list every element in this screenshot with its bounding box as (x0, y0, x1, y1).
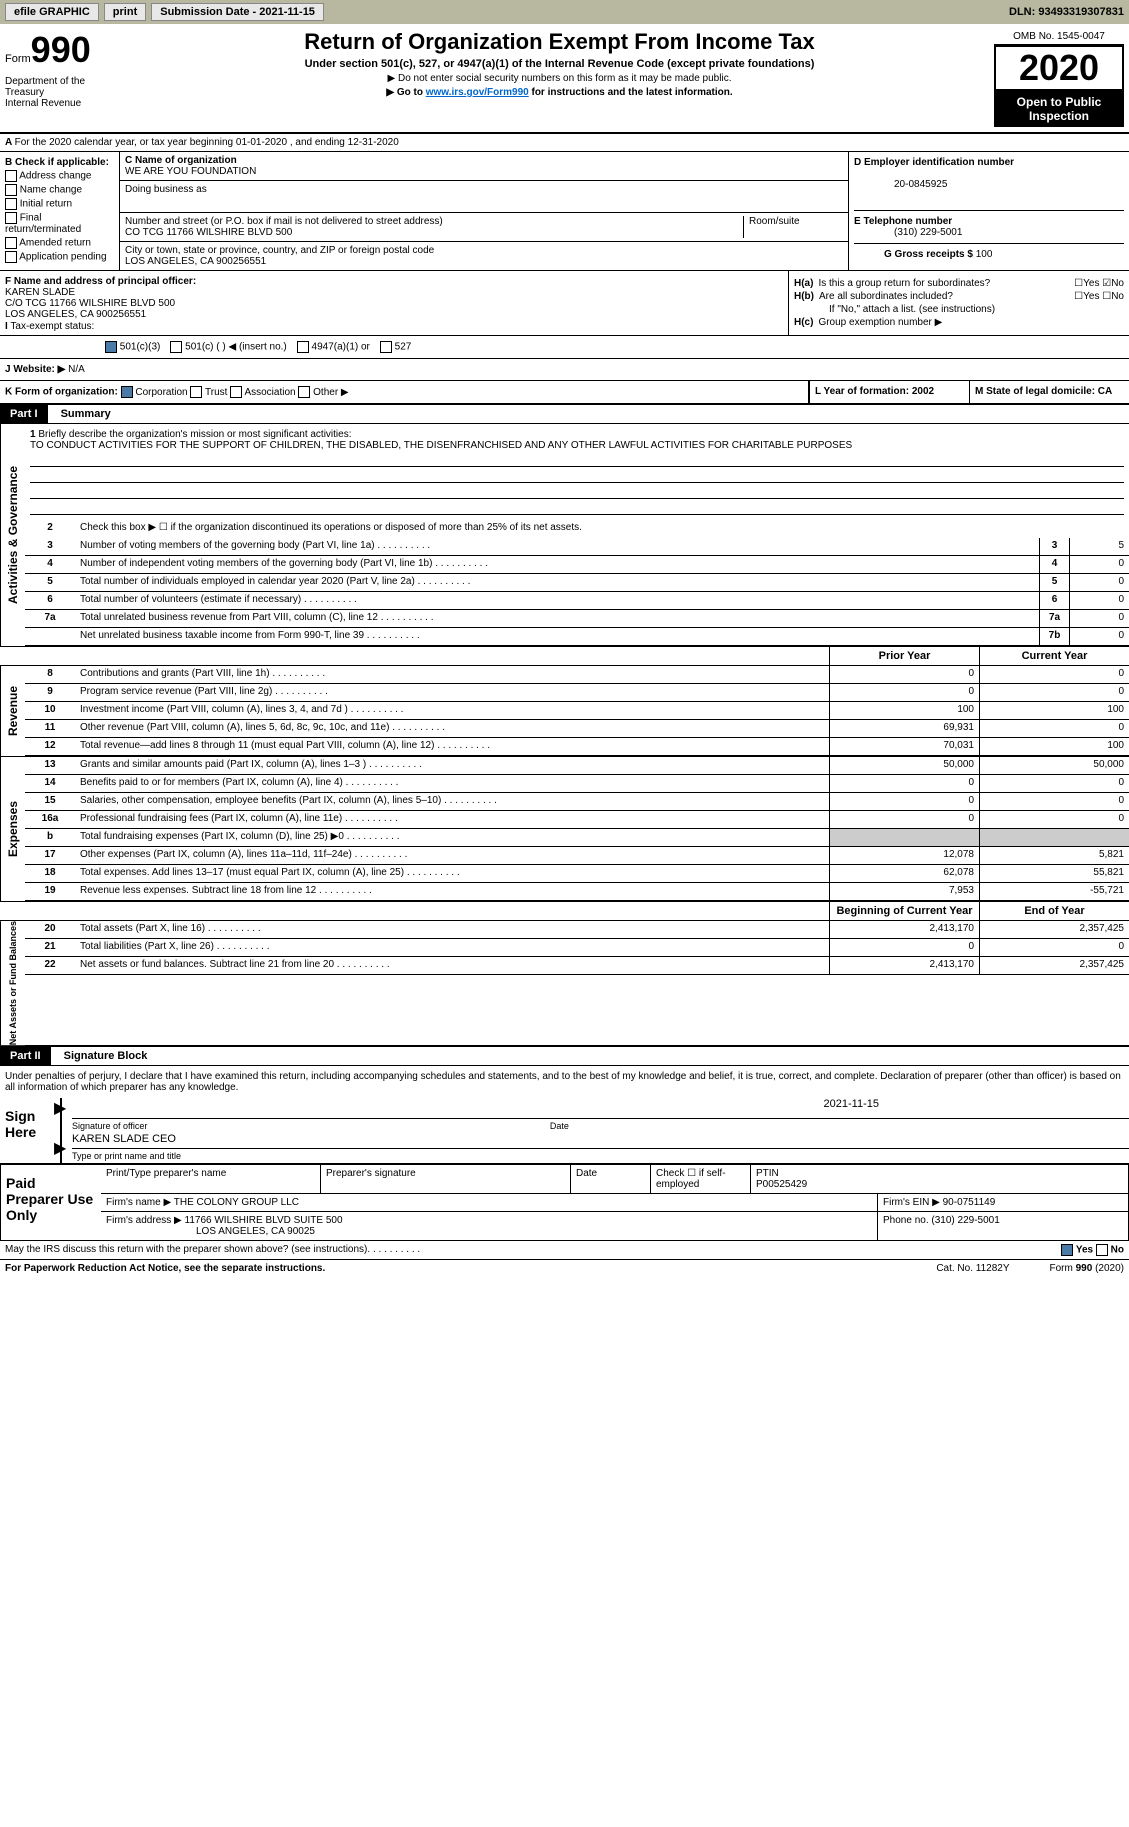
gross-receipts: 100 (976, 249, 993, 260)
line-item: 16aProfessional fundraising fees (Part I… (25, 811, 1129, 829)
efile-button[interactable]: efile GRAPHIC (5, 3, 99, 21)
line-item: 12Total revenue—add lines 8 through 11 (… (25, 738, 1129, 756)
checkbox-option[interactable]: Initial return (5, 198, 114, 210)
sig-date: 2021-11-15 (824, 1098, 879, 1110)
line-item: 13Grants and similar amounts paid (Part … (25, 757, 1129, 775)
checkbox-501c3[interactable] (105, 341, 117, 353)
begin-year-header: Beginning of Current Year (829, 902, 979, 920)
checkbox-discuss-no[interactable] (1096, 1244, 1108, 1256)
form-number: 990 (31, 29, 91, 71)
line-item: 14Benefits paid to or for members (Part … (25, 775, 1129, 793)
checkbox-option[interactable]: Address change (5, 170, 114, 182)
col-b: B Check if applicable: Address change Na… (0, 152, 120, 270)
line-item: 18Total expenses. Add lines 13–17 (must … (25, 865, 1129, 883)
line-item: 15Salaries, other compensation, employee… (25, 793, 1129, 811)
subtitle2b: ▶ Go to www.irs.gov/Form990 for instruct… (135, 87, 984, 98)
firm-addr2: LOS ANGELES, CA 90025 (196, 1226, 315, 1237)
dept-text: Department of the TreasuryInternal Reven… (5, 76, 125, 109)
checkbox-trust[interactable] (190, 386, 202, 398)
open-public: Open to Public Inspection (994, 91, 1124, 127)
firm-addr1: 11766 WILSHIRE BLVD SUITE 500 (185, 1215, 343, 1226)
current-year-header: Current Year (979, 647, 1129, 665)
col-d: D Employer identification number 20-0845… (849, 152, 1129, 270)
line-item: 3Number of voting members of the governi… (25, 538, 1129, 556)
checkbox-option[interactable]: Application pending (5, 251, 114, 263)
col-c: C Name of organization WE ARE YOU FOUNDA… (120, 152, 849, 270)
mission-text: TO CONDUCT ACTIVITIES FOR THE SUPPORT OF… (30, 440, 852, 451)
year-text: 2020 (994, 45, 1124, 91)
footer: For Paperwork Reduction Act Notice, see … (0, 1260, 1129, 1277)
line-item: 21Total liabilities (Part X, line 26)00 (25, 939, 1129, 957)
print-button[interactable]: print (104, 3, 146, 21)
line-item: 17Other expenses (Part IX, column (A), l… (25, 847, 1129, 865)
header-grid: B Check if applicable: Address change Na… (0, 152, 1129, 271)
street: CO TCG 11766 WILSHIRE BLVD 500 (125, 227, 292, 238)
checkbox-option[interactable]: Final return/terminated (5, 212, 114, 235)
subtitle: Under section 501(c), 527, or 4947(a)(1)… (135, 58, 984, 70)
status-row: I Tax-exempt status: 501(c)(3) 501(c) ( … (0, 336, 1129, 359)
officer-name: KAREN SLADE (5, 287, 75, 298)
declaration: Under penalties of perjury, I declare th… (0, 1066, 1129, 1098)
phone: (310) 229-5001 (894, 227, 962, 238)
checkbox-option[interactable]: Amended return (5, 237, 114, 249)
city: LOS ANGELES, CA 900256551 (125, 256, 266, 267)
expenses-section: Expenses 13Grants and similar amounts pa… (0, 756, 1129, 901)
prep-phone: (310) 229-5001 (931, 1215, 999, 1226)
irs-link[interactable]: www.irs.gov/Form990 (426, 87, 529, 98)
dln-text: DLN: 93493319307831 (1009, 6, 1124, 18)
line-item: 20Total assets (Part X, line 16)2,413,17… (25, 921, 1129, 939)
checkbox-other[interactable] (298, 386, 310, 398)
section-a: A For the 2020 calendar year, or tax yea… (0, 134, 1129, 152)
principal-row: F Name and address of principal officer:… (0, 271, 1129, 336)
officer-print: KAREN SLADE CEO (72, 1133, 176, 1145)
firm-name: THE COLONY GROUP LLC (174, 1197, 299, 1208)
arrow-icon: ▶ (54, 1098, 66, 1118)
checkbox-corp[interactable] (121, 386, 133, 398)
k-row: K Form of organization: Corporation Trus… (0, 381, 1129, 405)
omb-text: OMB No. 1545-0047 (994, 29, 1124, 45)
discuss-row: May the IRS discuss this return with the… (0, 1241, 1129, 1260)
line-item: 10Investment income (Part VIII, column (… (25, 702, 1129, 720)
revenue-section: Revenue 8Contributions and grants (Part … (0, 666, 1129, 756)
net-assets-section: Net Assets or Fund Balances 20Total asse… (0, 921, 1129, 1045)
sign-here-row: Sign Here ▶ 2021-11-15 Signature of offi… (0, 1098, 1129, 1164)
ptin: P00525429 (756, 1179, 807, 1190)
line-item: 11Other revenue (Part VIII, column (A), … (25, 720, 1129, 738)
part1-header: Part I Summary (0, 405, 1129, 424)
checkbox-assoc[interactable] (230, 386, 242, 398)
website-row: J Website: ▶ N/A (0, 359, 1129, 381)
topbar: efile GRAPHIC print Submission Date - 20… (0, 0, 1129, 24)
submission-button[interactable]: Submission Date - 2021-11-15 (151, 3, 324, 21)
checkbox-discuss-yes[interactable] (1061, 1244, 1073, 1256)
firm-ein: 90-0751149 (943, 1197, 996, 1208)
line-item: 7aTotal unrelated business revenue from … (25, 610, 1129, 628)
line-item: 5Total number of individuals employed in… (25, 574, 1129, 592)
subtitle2a: ▶ Do not enter social security numbers o… (135, 73, 984, 84)
prior-year-header: Prior Year (829, 647, 979, 665)
line-item: 22Net assets or fund balances. Subtract … (25, 957, 1129, 975)
line-item: 8Contributions and grants (Part VIII, li… (25, 666, 1129, 684)
preparer-row: Paid Preparer Use Only Print/Type prepar… (0, 1164, 1129, 1241)
checkbox-4947[interactable] (297, 341, 309, 353)
arrow-icon: ▶ (54, 1138, 66, 1158)
website-value: N/A (68, 364, 85, 375)
line-item: 9Program service revenue (Part VIII, lin… (25, 684, 1129, 702)
end-year-header: End of Year (979, 902, 1129, 920)
line-item: bTotal fundraising expenses (Part IX, co… (25, 829, 1129, 847)
activities-gov: Activities & Governance 1 Briefly descri… (0, 424, 1129, 646)
line-item: Net unrelated business taxable income fr… (25, 628, 1129, 646)
title-row: Form 990 Department of the TreasuryInter… (0, 24, 1129, 134)
ein: 20-0845925 (894, 179, 947, 190)
org-name: WE ARE YOU FOUNDATION (125, 166, 256, 177)
part2-header: Part II Signature Block (0, 1045, 1129, 1066)
checkbox-option[interactable]: Name change (5, 184, 114, 196)
form-label: Form (5, 53, 31, 65)
checkbox-501c[interactable] (170, 341, 182, 353)
line-item: 4Number of independent voting members of… (25, 556, 1129, 574)
line-item: 19Revenue less expenses. Subtract line 1… (25, 883, 1129, 901)
line-item: 6Total number of volunteers (estimate if… (25, 592, 1129, 610)
checkbox-527[interactable] (380, 341, 392, 353)
main-title: Return of Organization Exempt From Incom… (135, 29, 984, 55)
